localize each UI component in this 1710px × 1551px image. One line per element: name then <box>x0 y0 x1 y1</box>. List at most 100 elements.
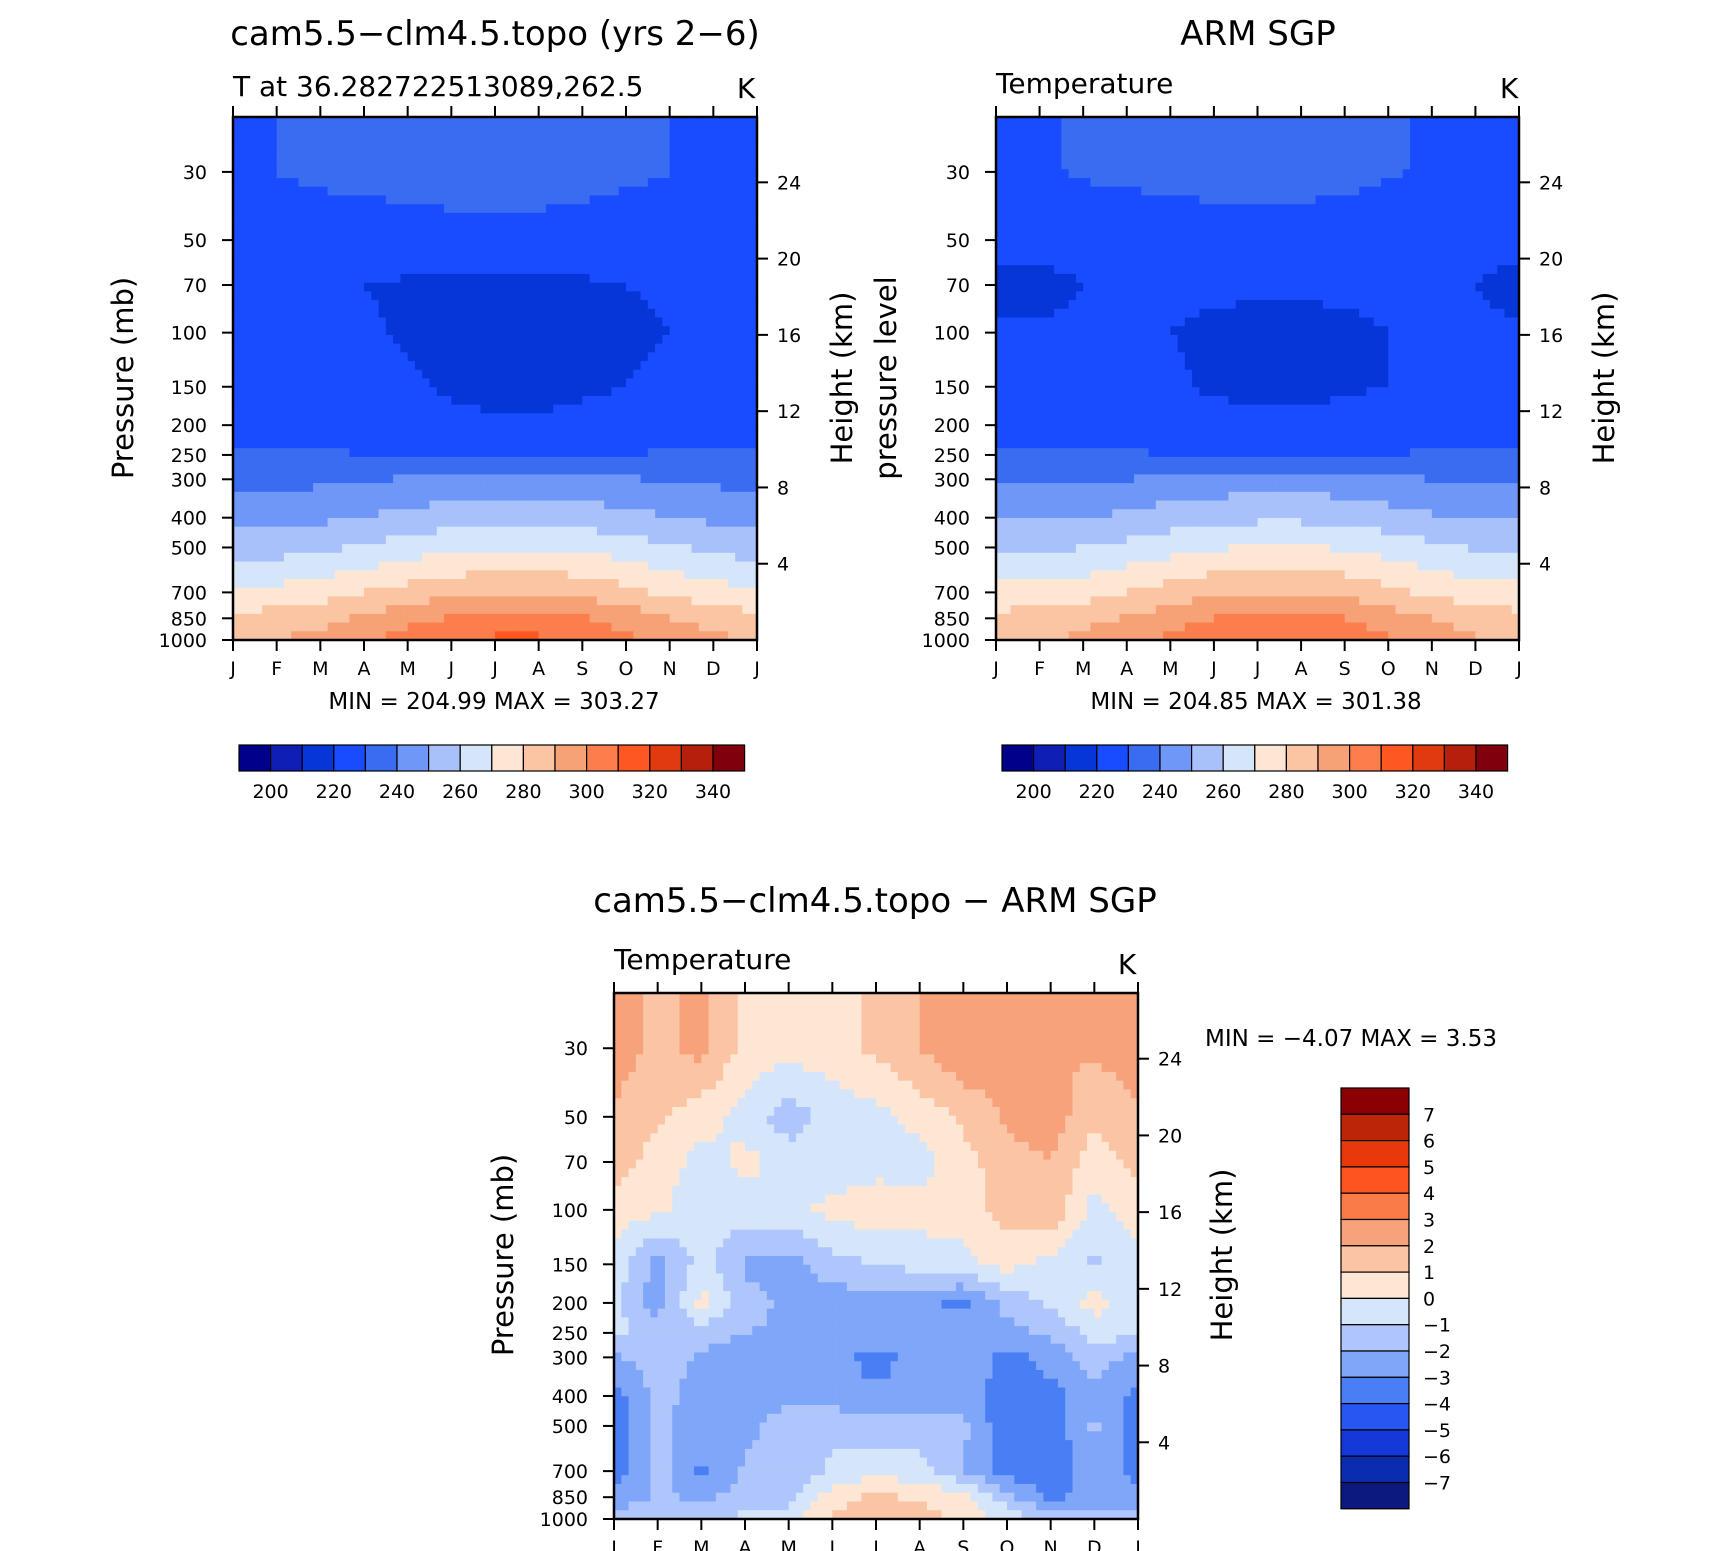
contour-cell <box>480 265 489 275</box>
contour-cell <box>342 317 351 327</box>
contour-cell <box>516 439 525 449</box>
contour-cell <box>458 535 467 545</box>
contour-cell <box>254 195 263 205</box>
contour-cell <box>393 605 401 615</box>
contour-cell <box>567 474 576 484</box>
contour-cell <box>451 474 460 484</box>
contour-cell <box>1322 178 1331 188</box>
contour-cell <box>516 117 525 127</box>
contour-cell <box>356 535 365 545</box>
colorbar-swatch <box>491 744 524 772</box>
contour-cell <box>1388 178 1397 188</box>
contour-cell <box>996 134 1004 144</box>
contour-cell <box>531 361 540 371</box>
contour-cell <box>1010 151 1019 162</box>
contour-cell <box>458 509 467 519</box>
contour-cell <box>320 369 329 380</box>
contour-cell <box>1344 169 1353 179</box>
contour-cell <box>589 212 598 223</box>
contour-cell <box>647 221 656 231</box>
contour-cell <box>313 212 321 223</box>
contour-cell <box>713 456 722 467</box>
contour-cell <box>545 413 554 423</box>
contour-cell <box>364 570 372 580</box>
contour-cell <box>713 125 722 136</box>
contour-cell <box>749 387 757 397</box>
contour-cell <box>618 151 627 162</box>
contour-cell <box>633 239 642 249</box>
contour-cell <box>655 570 663 580</box>
contour-cell <box>1395 134 1404 144</box>
contour-cell <box>233 395 241 406</box>
contour-cell <box>669 465 678 475</box>
contour-cell <box>1424 134 1433 144</box>
contour-cell <box>1330 169 1338 179</box>
contour-cell <box>531 334 540 345</box>
contour-cell <box>356 160 365 170</box>
contour-cell <box>371 509 380 519</box>
contour-cell <box>444 291 452 301</box>
contour-cell <box>1170 117 1179 127</box>
contour-cell <box>640 343 649 353</box>
contour-cell <box>298 204 307 214</box>
contour-cell <box>334 613 343 624</box>
contour-cell <box>233 474 241 484</box>
contour-cell <box>393 561 401 571</box>
contour-cell <box>735 439 744 449</box>
contour-cell <box>473 413 482 423</box>
contour-cell <box>422 186 431 197</box>
contour-cell <box>596 613 605 624</box>
contour-cell <box>706 526 714 536</box>
contour-cell <box>545 448 554 458</box>
contour-cell <box>618 195 627 205</box>
contour-cell <box>269 334 278 345</box>
contour-cell <box>407 369 416 380</box>
contour-cell <box>524 317 532 327</box>
contour-cell <box>655 195 663 205</box>
contour-cell <box>662 343 671 353</box>
contour-cell <box>640 578 649 589</box>
contour-cell <box>473 160 482 170</box>
contour-cell <box>247 212 256 223</box>
contour-cell <box>1199 160 1208 170</box>
contour-cell <box>378 491 387 502</box>
contour-cell <box>742 117 751 127</box>
contour-cell <box>575 178 583 188</box>
contour-cell <box>458 422 467 432</box>
contour-cell <box>400 343 409 353</box>
contour-cell <box>538 561 547 571</box>
contour-cell <box>1373 117 1382 127</box>
contour-cell <box>735 186 744 197</box>
contour-cell <box>545 361 554 371</box>
contour-cell <box>538 247 547 258</box>
contour-cell <box>487 631 496 640</box>
contour-cell <box>254 334 263 345</box>
contour-cell <box>626 526 634 536</box>
contour-cell <box>669 169 678 179</box>
contour-cell <box>1068 151 1077 162</box>
contour-cell <box>1155 169 1164 179</box>
contour-cell <box>684 160 693 170</box>
contour-cell <box>356 509 365 519</box>
contour-cell <box>276 378 285 388</box>
contour-cell <box>691 526 700 536</box>
contour-cell <box>1373 151 1382 162</box>
contour-cell <box>713 622 722 632</box>
contour-cell <box>480 544 489 554</box>
contour-cell <box>567 317 576 327</box>
contour-cell <box>676 125 685 136</box>
contour-cell <box>676 352 685 362</box>
contour-cell <box>371 317 380 327</box>
contour-cell <box>480 422 489 432</box>
contour-cell <box>262 465 270 475</box>
contour-cell <box>414 535 423 545</box>
contour-cell <box>575 151 583 162</box>
contour-cell <box>480 361 489 371</box>
contour-cell <box>400 622 409 632</box>
contour-cell <box>502 117 511 127</box>
contour-cell <box>400 526 409 536</box>
contour-cell <box>509 561 518 571</box>
contour-cell <box>676 561 685 571</box>
contour-cell <box>276 596 285 606</box>
right-y-tick-label: 16 <box>777 325 801 347</box>
